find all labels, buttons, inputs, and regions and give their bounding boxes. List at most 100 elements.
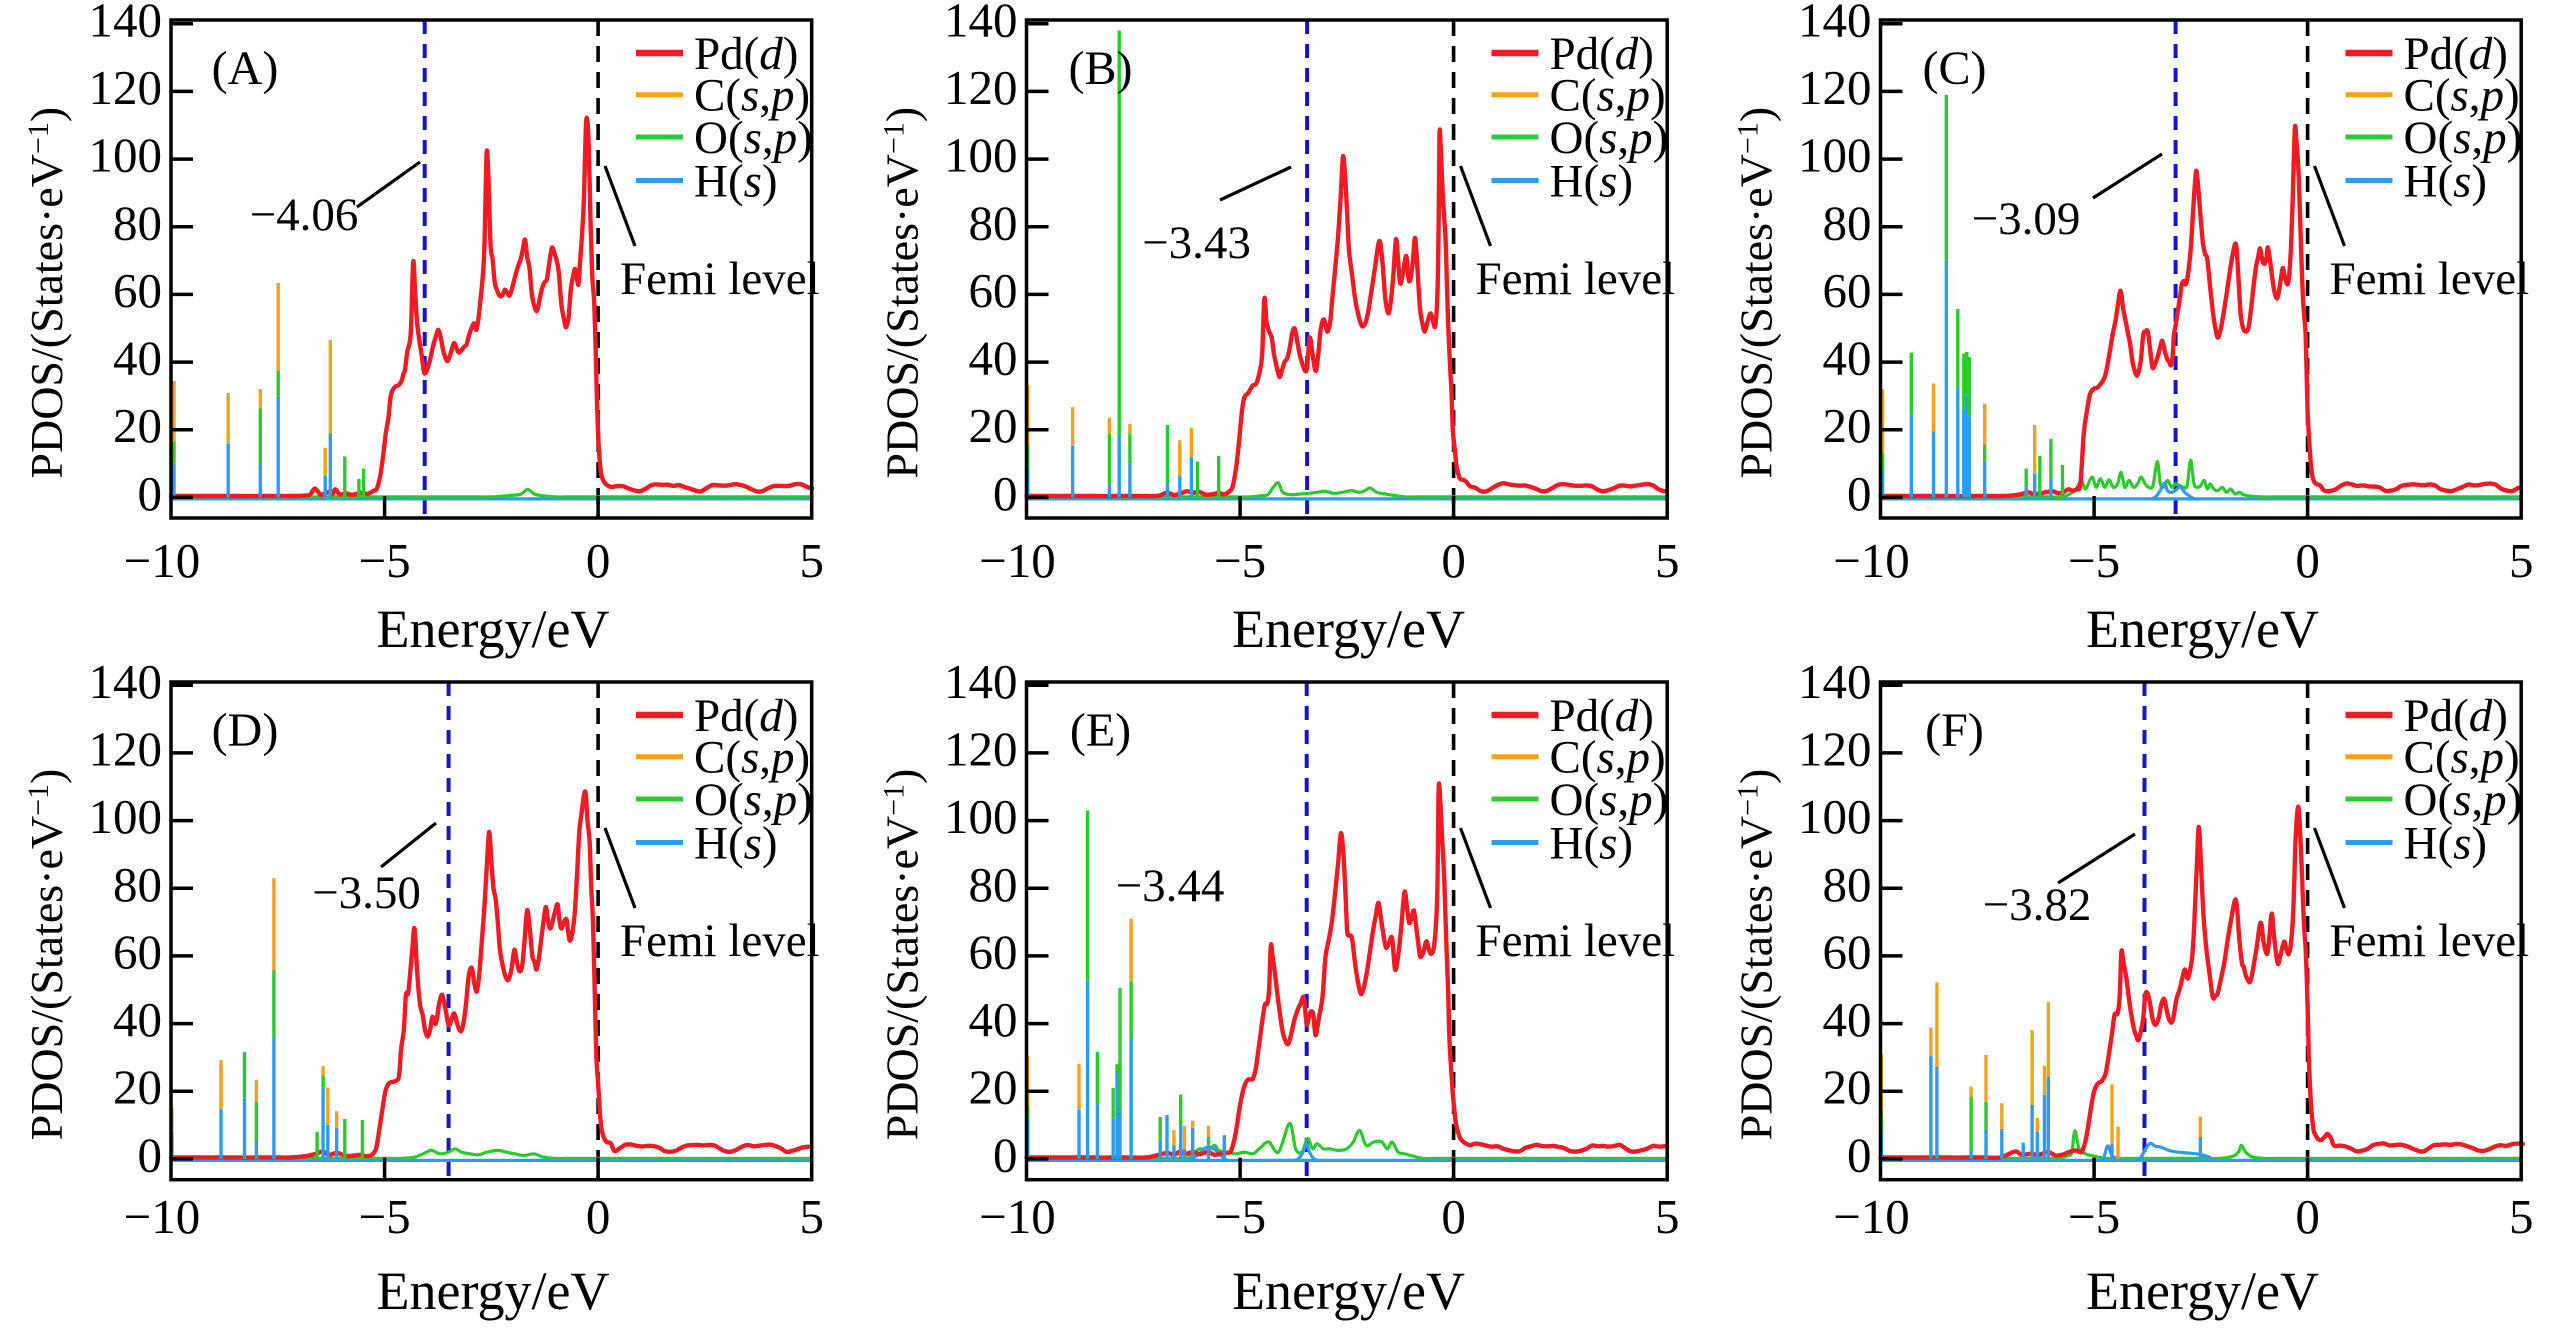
svg-text:100: 100 (89, 789, 163, 844)
svg-text:60: 60 (1823, 924, 1872, 979)
svg-text:C(s,p): C(s,p) (694, 732, 810, 784)
svg-text:120: 120 (89, 60, 163, 115)
svg-text:PDOS/(States·eV−1): PDOS/(States·eV−1) (877, 107, 928, 479)
svg-text:120: 120 (944, 721, 1018, 776)
svg-text:(A): (A) (212, 42, 279, 95)
svg-text:140: 140 (89, 0, 163, 47)
svg-text:140: 140 (1798, 654, 1872, 709)
svg-text:100: 100 (944, 789, 1018, 844)
svg-text:120: 120 (1798, 721, 1872, 776)
svg-text:−10: −10 (124, 1189, 201, 1244)
svg-text:0: 0 (138, 466, 163, 521)
svg-text:5: 5 (2509, 1189, 2534, 1244)
svg-text:(B): (B) (1069, 42, 1133, 95)
svg-text:−5: −5 (1214, 1189, 1266, 1244)
svg-text:Femi level: Femi level (1476, 253, 1676, 305)
svg-text:C(s,p): C(s,p) (1550, 70, 1666, 122)
svg-text:5: 5 (799, 533, 824, 588)
svg-text:O(s,p): O(s,p) (2404, 112, 2523, 164)
svg-text:O(s,p): O(s,p) (694, 774, 813, 826)
svg-text:(D): (D) (212, 704, 279, 757)
svg-text:40: 40 (113, 331, 162, 386)
svg-text:120: 120 (89, 721, 163, 776)
svg-text:0: 0 (993, 466, 1018, 521)
svg-text:20: 20 (969, 1060, 1018, 1115)
svg-text:Pd(d): Pd(d) (694, 28, 798, 80)
svg-text:100: 100 (89, 128, 163, 183)
svg-text:0: 0 (1441, 1189, 1466, 1244)
svg-text:0: 0 (1847, 1127, 1872, 1182)
svg-text:0: 0 (586, 1189, 611, 1244)
svg-text:H(s): H(s) (1550, 818, 1634, 870)
svg-text:Pd(d): Pd(d) (2404, 28, 2508, 80)
svg-text:Energy/eV: Energy/eV (1232, 1261, 1465, 1321)
svg-text:O(s,p): O(s,p) (2404, 774, 2523, 826)
svg-text:20: 20 (1823, 398, 1872, 453)
svg-text:60: 60 (969, 263, 1018, 318)
svg-text:140: 140 (944, 654, 1018, 709)
svg-text:C(s,p): C(s,p) (1550, 732, 1666, 784)
svg-text:H(s): H(s) (2404, 156, 2488, 208)
svg-text:80: 80 (1823, 195, 1872, 250)
svg-text:40: 40 (969, 992, 1018, 1047)
svg-text:140: 140 (1798, 0, 1872, 47)
svg-text:40: 40 (969, 331, 1018, 386)
svg-text:Pd(d): Pd(d) (2404, 690, 2508, 742)
svg-text:5: 5 (2509, 533, 2534, 588)
svg-text:−10: −10 (1833, 1189, 1910, 1244)
svg-text:Femi level: Femi level (1476, 915, 1676, 967)
svg-text:PDOS/(States·eV−1): PDOS/(States·eV−1) (877, 769, 928, 1141)
svg-text:0: 0 (586, 533, 611, 588)
svg-text:O(s,p): O(s,p) (1550, 774, 1669, 826)
svg-text:80: 80 (1823, 857, 1872, 912)
svg-text:H(s): H(s) (694, 818, 778, 870)
svg-text:H(s): H(s) (694, 156, 778, 208)
svg-text:(F): (F) (1925, 704, 1984, 757)
svg-text:−5: −5 (359, 1189, 411, 1244)
svg-text:5: 5 (799, 1189, 824, 1244)
svg-text:−10: −10 (124, 533, 201, 588)
svg-text:140: 140 (89, 654, 163, 709)
svg-text:−5: −5 (359, 533, 411, 588)
svg-text:60: 60 (113, 924, 162, 979)
svg-text:40: 40 (1823, 331, 1872, 386)
svg-text:−3.82: −3.82 (1983, 879, 2092, 931)
svg-text:Energy/eV: Energy/eV (2086, 1261, 2319, 1321)
svg-text:−3.50: −3.50 (312, 867, 421, 919)
svg-text:140: 140 (944, 0, 1018, 47)
svg-text:−4.06: −4.06 (250, 189, 359, 241)
svg-text:Energy/eV: Energy/eV (1232, 599, 1465, 659)
svg-text:20: 20 (1823, 1060, 1872, 1115)
svg-text:Femi level: Femi level (620, 253, 820, 305)
svg-text:5: 5 (1655, 1189, 1680, 1244)
svg-text:80: 80 (969, 195, 1018, 250)
svg-text:−10: −10 (979, 1189, 1056, 1244)
svg-text:80: 80 (113, 195, 162, 250)
svg-text:20: 20 (113, 1060, 162, 1115)
svg-text:100: 100 (1798, 128, 1872, 183)
svg-text:PDOS/(States·eV−1): PDOS/(States·eV−1) (1731, 769, 1782, 1141)
svg-text:80: 80 (113, 857, 162, 912)
svg-text:0: 0 (2295, 533, 2320, 588)
svg-text:80: 80 (969, 857, 1018, 912)
svg-text:H(s): H(s) (2404, 818, 2488, 870)
svg-text:40: 40 (113, 992, 162, 1047)
svg-text:Femi level: Femi level (620, 915, 820, 967)
svg-text:0: 0 (2295, 1189, 2320, 1244)
svg-text:Pd(d): Pd(d) (1550, 690, 1654, 742)
svg-text:−5: −5 (1214, 533, 1266, 588)
svg-text:Pd(d): Pd(d) (694, 690, 798, 742)
svg-text:C(s,p): C(s,p) (2404, 70, 2520, 122)
svg-text:Energy/eV: Energy/eV (377, 1261, 610, 1321)
svg-text:120: 120 (1798, 60, 1872, 115)
svg-text:120: 120 (944, 60, 1018, 115)
svg-text:40: 40 (1823, 992, 1872, 1047)
svg-text:0: 0 (1441, 533, 1466, 588)
svg-text:60: 60 (1823, 263, 1872, 318)
svg-text:−3.44: −3.44 (1116, 860, 1225, 912)
svg-text:H(s): H(s) (1550, 156, 1634, 208)
svg-text:100: 100 (1798, 789, 1872, 844)
svg-text:60: 60 (113, 263, 162, 318)
svg-text:C(s,p): C(s,p) (694, 70, 810, 122)
svg-text:(C): (C) (1923, 42, 1987, 95)
